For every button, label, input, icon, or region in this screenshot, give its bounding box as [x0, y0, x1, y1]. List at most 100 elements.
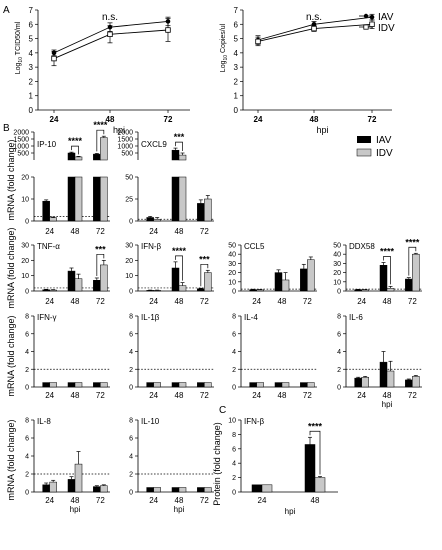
- x-tick-label: 72: [408, 297, 417, 306]
- bar: [67, 270, 76, 292]
- panel-letter-b: B: [3, 123, 10, 134]
- series-idv: [51, 18, 171, 67]
- x-tick-label: 48: [278, 391, 287, 400]
- bar: [100, 382, 108, 388]
- x-tick-label: 48: [311, 496, 320, 505]
- bar: [204, 382, 212, 388]
- bar: [197, 487, 205, 493]
- y-tick-label: 4: [129, 454, 133, 461]
- series-iav: [354, 262, 413, 292]
- bar: [146, 382, 154, 388]
- svg-text:mRNA (fold change): mRNA (fold change): [6, 227, 16, 308]
- x-tick-label: 48: [175, 391, 184, 400]
- y-tick-label: 8: [25, 418, 29, 425]
- bar: [93, 382, 101, 388]
- y-tick-label: 4: [232, 461, 236, 468]
- series-idv: [361, 252, 420, 292]
- y-tick-label: 6: [129, 436, 133, 443]
- y-tick-label: 50: [333, 243, 341, 250]
- y-tick-label: 30: [333, 261, 341, 268]
- series-iav: [146, 147, 205, 222]
- y-tick-label: 10: [228, 279, 236, 286]
- protein-ylabel: Protein (fold change): [212, 422, 222, 506]
- legend-iav-label: IAV: [378, 12, 394, 23]
- x-tick-label: 24: [258, 496, 267, 505]
- y-tick-label: 4: [25, 454, 29, 461]
- series-idv: [153, 269, 212, 292]
- bar: [93, 280, 101, 292]
- y-tick-label: 40: [228, 252, 236, 259]
- y-tick-label: 10: [21, 273, 29, 280]
- chart-title: IFN-β: [141, 242, 162, 251]
- bar: [412, 253, 420, 292]
- legend-b-idv-swatch: [356, 148, 372, 157]
- bar: [146, 290, 154, 292]
- chart-a1: 0 1 2 3 4 5 6 7 24 48 72 hpi n.s.: [29, 6, 190, 135]
- data-point: [107, 31, 113, 37]
- bar: [49, 481, 57, 493]
- series-idv: [255, 19, 375, 47]
- chart-ccl5: 0 10 20 30 40 50 CCL5 24 48 72: [228, 242, 317, 306]
- sig-bracket: [200, 263, 209, 287]
- bar: [256, 289, 264, 292]
- bar: [197, 288, 205, 292]
- bar: [93, 486, 101, 493]
- y-tick-label: 2: [337, 367, 341, 374]
- x-axis-label: hpi: [113, 125, 125, 135]
- x-tick-label: 24: [45, 496, 54, 505]
- x-tick-label: 72: [368, 115, 377, 124]
- bar-upper: [171, 149, 180, 161]
- y-tick-label: 2: [234, 77, 239, 86]
- sig-label: ****: [380, 246, 395, 256]
- y-tick-label: 4: [337, 349, 341, 356]
- bar: [171, 382, 180, 388]
- y-tick-label: 6: [25, 436, 29, 443]
- log-axis-label-tcid50: Log10 TCID50/ml: [15, 21, 24, 74]
- data-point: [369, 14, 375, 20]
- x-tick-label: 72: [200, 227, 209, 236]
- bar-upper: [178, 154, 187, 161]
- y-tick-label: 6: [232, 446, 236, 453]
- y-tick-label: 1: [29, 92, 34, 101]
- ns-annotation: n.s.: [306, 12, 322, 23]
- x-tick-label: 24: [149, 297, 158, 306]
- x-axis-label: hpi: [316, 125, 328, 135]
- y-tick-label: 1000: [13, 144, 29, 151]
- bar: [178, 487, 187, 493]
- chart-title: IP-10: [37, 140, 57, 149]
- y-tick-label: 500: [17, 151, 29, 158]
- sig-label: ****: [405, 237, 420, 247]
- x-tick-label: 48: [278, 297, 287, 306]
- y-tick-label: 50: [228, 243, 236, 250]
- y-tick-label: 0: [25, 219, 29, 226]
- series-iav: [249, 263, 308, 292]
- y-tick-label: 3: [234, 63, 239, 72]
- chart-tnf: 0 10 20 30 TNF-α 24 48 72 ***: [21, 242, 110, 306]
- series-idv: [256, 382, 315, 388]
- y-tick-label: 6: [232, 331, 236, 338]
- y-tick-label: 0: [232, 490, 236, 497]
- bar: [100, 176, 108, 222]
- chart-title: IFN-β: [244, 417, 265, 426]
- sig-bracket: [309, 430, 321, 475]
- y-tick-label: 20: [125, 258, 133, 265]
- x-axis-label: hpi: [382, 400, 393, 409]
- y-tick-label: 4: [234, 49, 239, 58]
- y-tick-label: 8: [129, 418, 133, 425]
- bar: [100, 264, 108, 292]
- y-tick-label: 2: [29, 77, 34, 86]
- y-tick-label: 7: [234, 6, 239, 15]
- x-tick-label: 24: [252, 297, 261, 306]
- chart-title: IL-4: [244, 313, 258, 322]
- axes: [137, 316, 214, 388]
- y-tick-label: 5: [234, 35, 239, 44]
- y-tick-label: 0: [29, 106, 34, 115]
- bar: [281, 382, 290, 388]
- sig-bracket: [175, 255, 183, 281]
- panel-letter-a: A: [3, 5, 10, 16]
- sig-label: ***: [199, 254, 210, 264]
- series-iav: [251, 436, 316, 493]
